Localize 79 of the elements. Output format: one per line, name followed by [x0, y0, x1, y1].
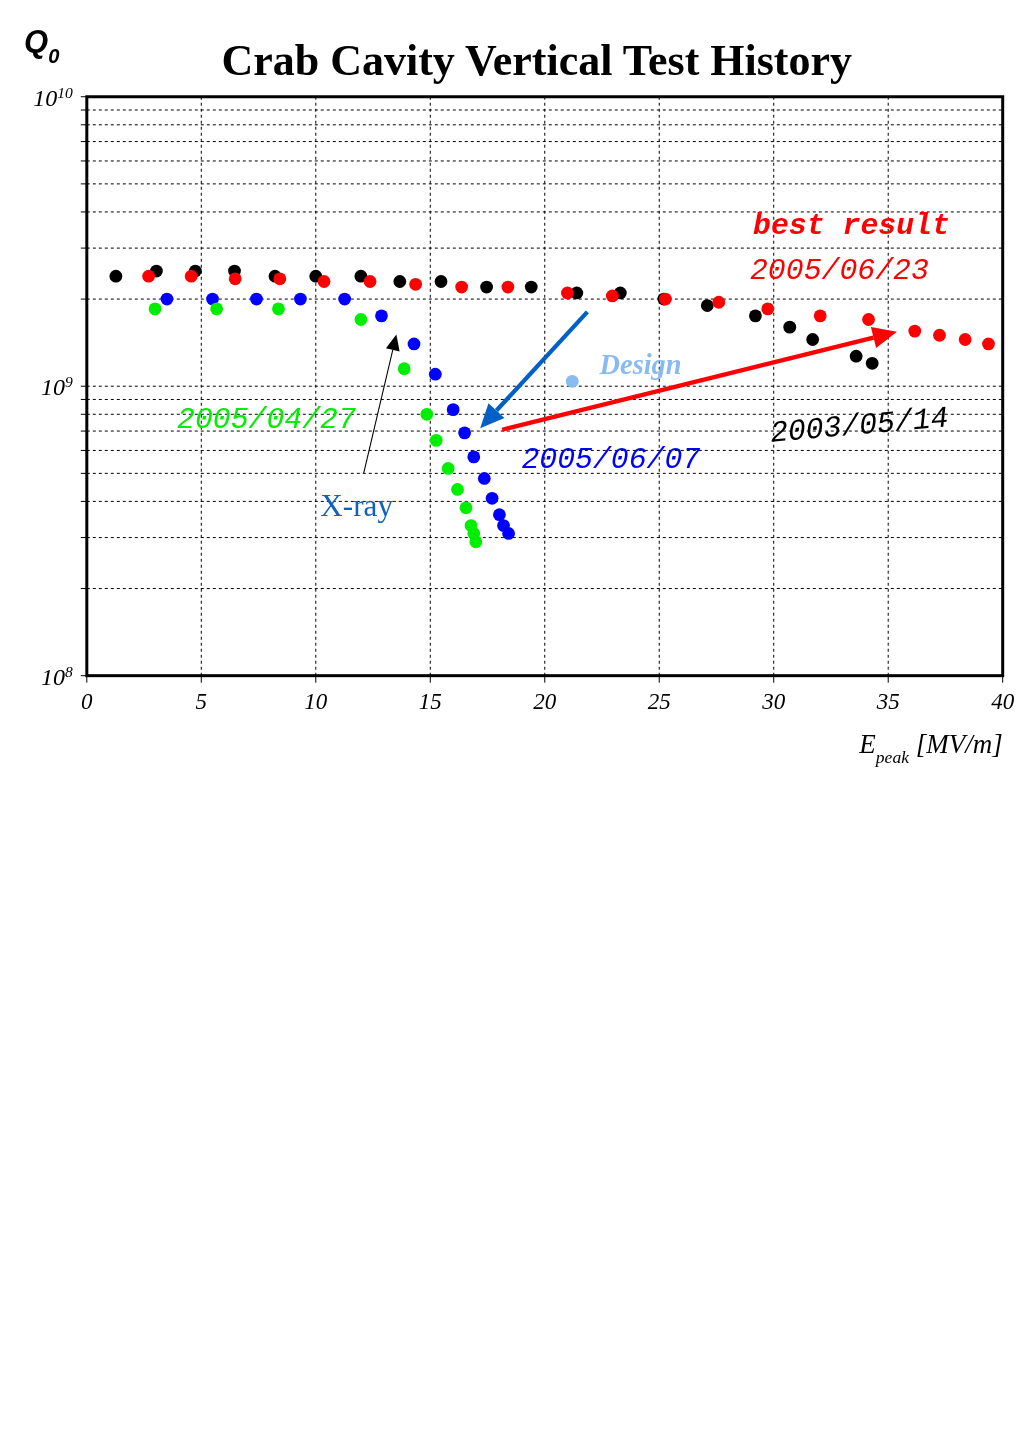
x-tick-label: 5 — [195, 688, 208, 714]
point — [700, 299, 714, 312]
point — [272, 302, 285, 316]
series-label: 2005/06/07 — [521, 443, 701, 478]
point — [813, 309, 827, 323]
x-tick-label: 0 — [81, 688, 94, 714]
point — [428, 367, 442, 381]
x-axis-title: E$_{peak}$ [MV/m] — [858, 729, 1003, 767]
y-tick-label: 10$^{10}$ — [33, 83, 74, 111]
point — [210, 302, 224, 316]
point — [228, 272, 242, 286]
point — [469, 535, 483, 549]
chart-title: Crab Cavity Vertical Test History — [221, 36, 853, 86]
point — [908, 324, 922, 338]
point — [429, 433, 443, 447]
point — [501, 280, 515, 294]
point — [317, 275, 331, 288]
point — [485, 491, 499, 505]
point — [712, 295, 726, 309]
point — [250, 292, 263, 306]
point — [982, 337, 995, 351]
point — [459, 501, 473, 515]
point — [565, 374, 579, 388]
point — [294, 292, 307, 306]
x-tick-label: 40 — [991, 688, 1015, 714]
point — [477, 472, 491, 485]
x-tick-label: 20 — [533, 688, 557, 714]
point — [338, 292, 352, 306]
point — [148, 302, 162, 316]
point — [849, 349, 863, 363]
point — [502, 527, 515, 540]
point — [933, 328, 946, 342]
x-tick-label: 35 — [875, 688, 900, 714]
point — [783, 320, 797, 334]
annotation: best result — [753, 208, 950, 243]
point — [409, 277, 422, 291]
point — [273, 272, 287, 286]
point — [375, 309, 388, 323]
x-tick-label: 15 — [418, 688, 442, 714]
point — [451, 483, 464, 496]
point — [493, 508, 506, 522]
point — [397, 362, 411, 376]
point — [467, 450, 481, 464]
series-label: 2005/06/23 — [750, 254, 929, 289]
y-tick-label: 10$^{9}$ — [41, 372, 74, 401]
point — [142, 269, 156, 283]
series-label: 2003/05/14 — [768, 401, 950, 451]
annotation: X-ray — [320, 488, 394, 524]
point — [524, 280, 538, 294]
point — [806, 333, 820, 346]
point — [561, 286, 574, 300]
series-label: Design — [598, 348, 682, 380]
point — [458, 426, 471, 440]
point — [455, 280, 469, 294]
point — [958, 333, 972, 346]
x-tick-label: 25 — [647, 688, 671, 714]
point — [206, 292, 219, 306]
point — [480, 280, 493, 294]
point — [363, 275, 377, 288]
point — [160, 292, 174, 306]
y-axis-title: Q$_{0}$ — [24, 24, 60, 68]
point — [434, 275, 448, 288]
point — [420, 407, 434, 421]
point — [354, 313, 368, 326]
point — [184, 269, 198, 283]
point — [862, 313, 875, 326]
y-tick-label: 10$^{8}$ — [41, 662, 74, 690]
point — [407, 337, 421, 351]
series-label: 2005/04/27 — [177, 403, 356, 438]
point — [441, 462, 455, 475]
point — [109, 269, 123, 283]
point — [605, 289, 619, 303]
point — [393, 275, 407, 288]
x-tick-label: 30 — [761, 688, 786, 714]
x-tick-label: 10 — [304, 688, 328, 714]
point — [865, 356, 879, 370]
point — [446, 403, 460, 417]
point — [761, 302, 775, 316]
point — [749, 309, 762, 323]
